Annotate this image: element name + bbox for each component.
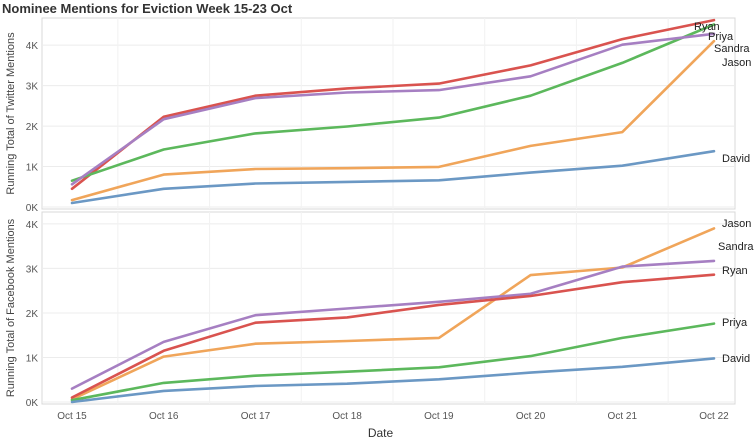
series-label-david: David [722, 153, 750, 165]
y-tick-label: 0K [26, 203, 39, 214]
series-line-ryan [70, 18, 716, 191]
x-tick-label: Oct 21 [608, 411, 638, 422]
x-tick-label: Oct 22 [699, 411, 729, 422]
series-line-priya [70, 23, 716, 182]
y-axis-label: Running Total of Facebook Mentions [5, 218, 17, 397]
series-label-priya: Priya [708, 31, 734, 43]
series-label-ryan: Ryan [694, 21, 720, 33]
series-label-ryan: Ryan [722, 265, 748, 277]
y-tick-label: 4K [26, 220, 39, 231]
series-line-david [70, 149, 716, 205]
x-tick-label: Oct 20 [516, 411, 546, 422]
y-tick-label: 2K [26, 122, 39, 133]
series-line-sandra [70, 259, 716, 390]
y-axis-label: Running Total of Twitter Mentions [5, 32, 17, 195]
series-line-jason [70, 39, 716, 202]
x-axis-label: Date [368, 426, 394, 440]
series-label-jason: Jason [722, 218, 751, 230]
series-label-david: David [722, 353, 750, 365]
series-label-sandra: Sandra [718, 241, 754, 253]
y-tick-label: 0K [26, 398, 39, 409]
series-label-jason: Jason [722, 57, 751, 69]
panel-frame [41, 211, 736, 405]
series-line-ryan [70, 273, 716, 399]
x-tick-label: Oct 15 [57, 411, 87, 422]
y-tick-label: 3K [26, 82, 39, 93]
x-tick-label: Oct 17 [241, 411, 271, 422]
series-label-priya: Priya [722, 317, 748, 329]
x-tick-label: Oct 18 [332, 411, 362, 422]
series-line-jason [70, 227, 716, 401]
series-line-david [70, 357, 716, 404]
x-tick-label: Oct 16 [149, 411, 179, 422]
panel-frame [41, 17, 736, 210]
series-line-sandra [70, 32, 716, 186]
y-tick-label: 1K [26, 353, 39, 364]
y-tick-label: 3K [26, 264, 39, 275]
x-tick-label: Oct 19 [424, 411, 454, 422]
y-tick-label: 1K [26, 163, 39, 174]
series-line-priya [70, 322, 716, 402]
chart-title: Nominee Mentions for Eviction Week 15-23… [2, 1, 293, 16]
series-label-sandra: Sandra [714, 43, 750, 55]
y-tick-label: 2K [26, 309, 39, 320]
y-tick-label: 4K [26, 41, 39, 52]
